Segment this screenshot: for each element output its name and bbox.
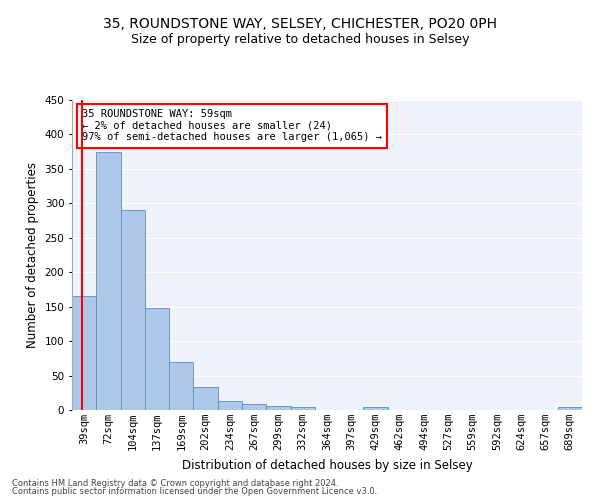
Text: 35, ROUNDSTONE WAY, SELSEY, CHICHESTER, PO20 0PH: 35, ROUNDSTONE WAY, SELSEY, CHICHESTER, … [103,18,497,32]
Bar [242,404,266,410]
Text: Contains HM Land Registry data © Crown copyright and database right 2024.: Contains HM Land Registry data © Crown c… [12,478,338,488]
Bar [266,406,290,410]
Bar [290,406,315,410]
Bar [169,362,193,410]
Text: 35 ROUNDSTONE WAY: 59sqm
← 2% of detached houses are smaller (24)
97% of semi-de: 35 ROUNDSTONE WAY: 59sqm ← 2% of detache… [82,110,382,142]
Text: Size of property relative to detached houses in Selsey: Size of property relative to detached ho… [131,32,469,46]
Bar [96,152,121,410]
Bar [121,210,145,410]
Bar [193,388,218,410]
Bar [218,401,242,410]
Bar [145,308,169,410]
Bar [72,296,96,410]
Text: Contains public sector information licensed under the Open Government Licence v3: Contains public sector information licen… [12,487,377,496]
Bar [364,406,388,410]
Bar [558,406,582,410]
X-axis label: Distribution of detached houses by size in Selsey: Distribution of detached houses by size … [182,458,472,471]
Y-axis label: Number of detached properties: Number of detached properties [26,162,39,348]
